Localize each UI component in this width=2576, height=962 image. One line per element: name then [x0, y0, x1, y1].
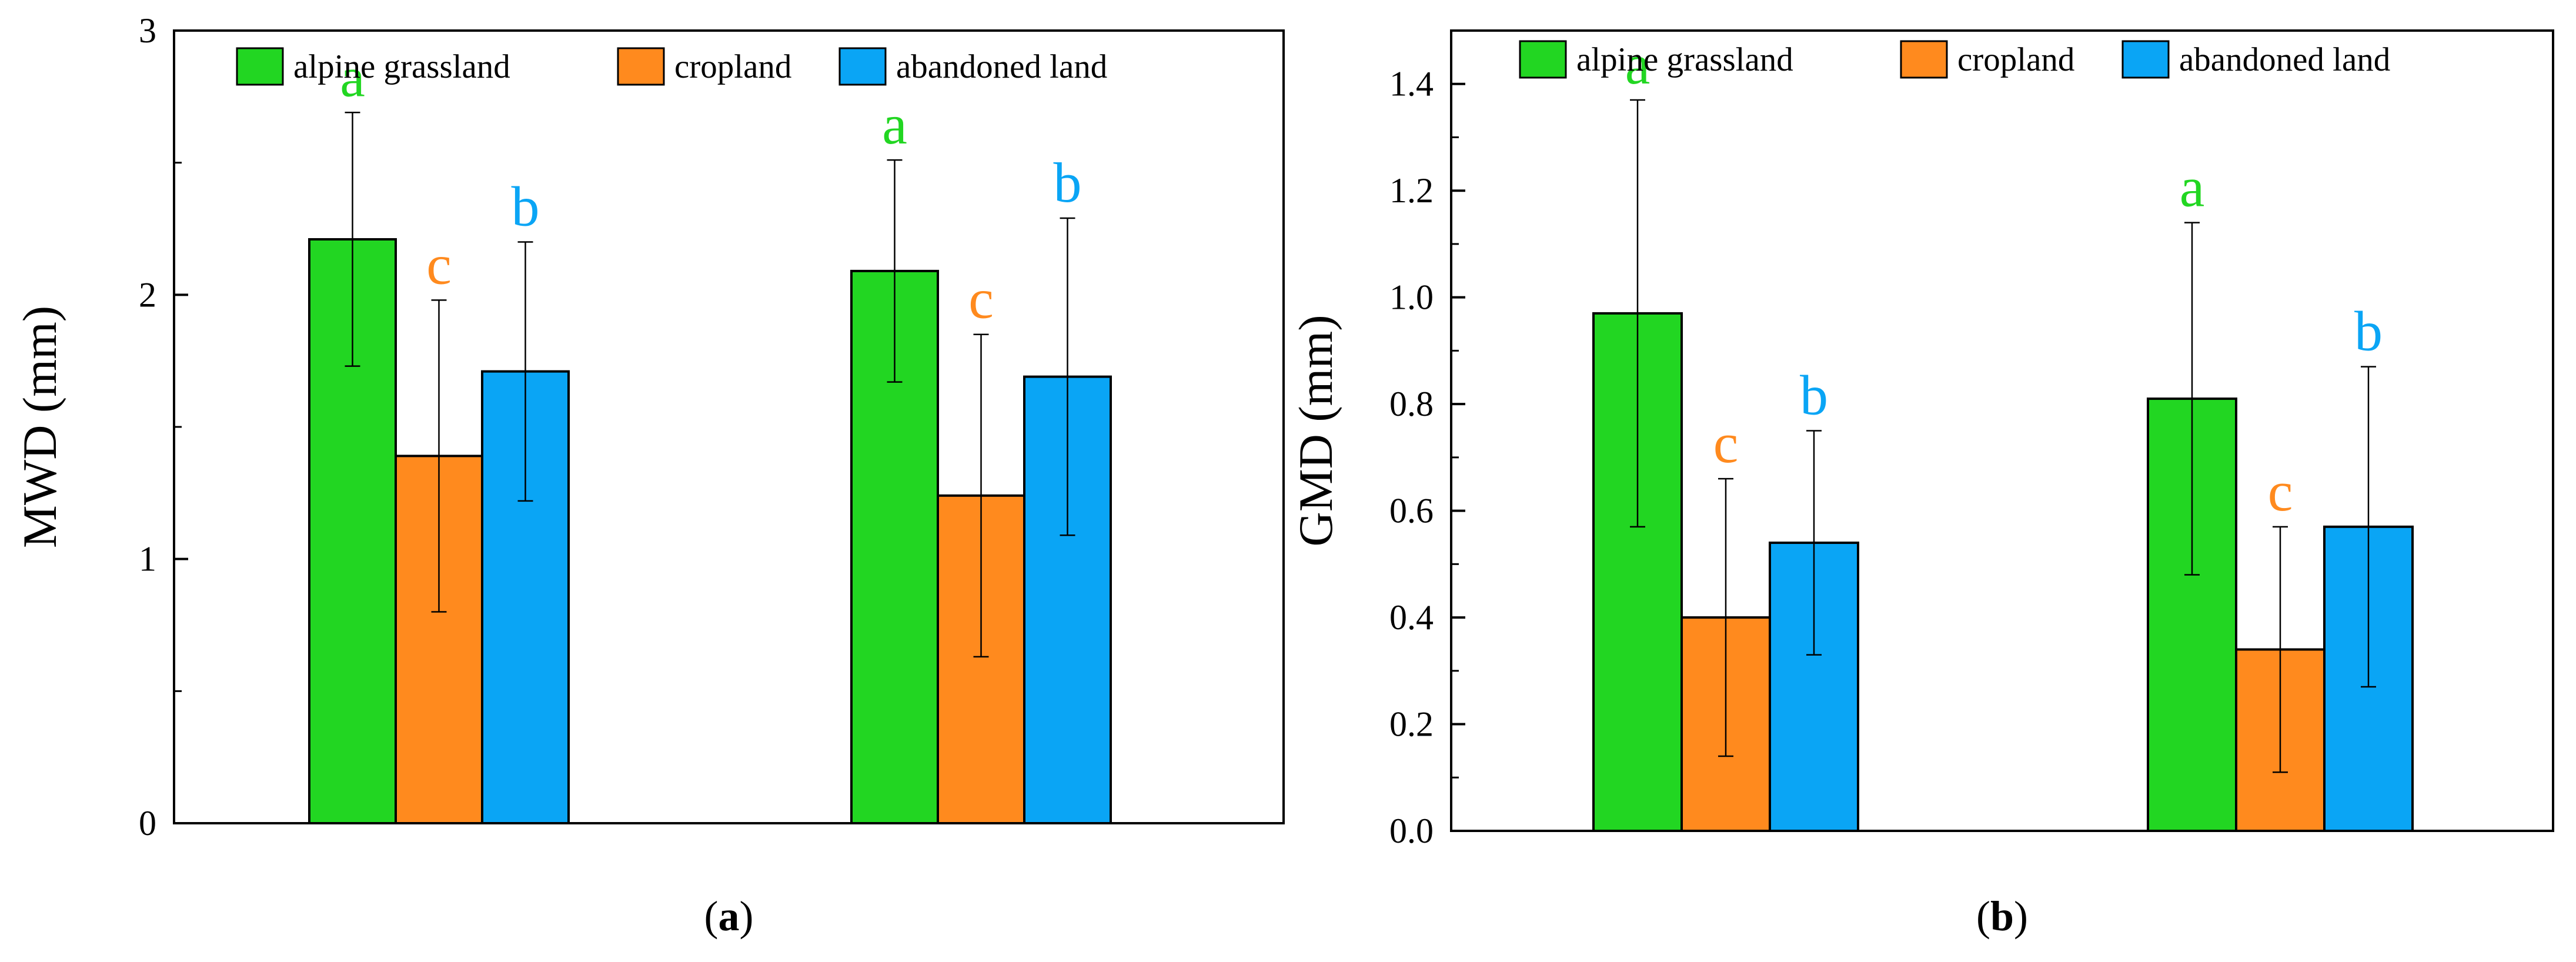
- panel-b-significance-letter-2-2: c: [2268, 460, 2293, 523]
- panel-a-legend-label-2: cropland: [674, 48, 791, 85]
- panel-b-legend-label-2: cropland: [1957, 41, 2074, 78]
- panel-b-caption: (b): [1976, 893, 2028, 940]
- panel-a-y-tick-label-4: 3: [139, 11, 156, 50]
- panel-b-significance-letter-1-2: a: [2180, 156, 2205, 219]
- panel-a-significance-letter-3-1: b: [512, 175, 540, 238]
- panel-b-plot-frame: [1450, 29, 2554, 832]
- panel-a-legend-swatch-1: [236, 47, 284, 86]
- panel-b-significance-letter-3-2: b: [2354, 300, 2383, 363]
- panel-a-y-axis-title: MWD (mm): [13, 306, 66, 548]
- panel-a-significance-letter-3-2: b: [1054, 151, 1082, 214]
- panel-b-caption-close-paren: ): [2014, 893, 2028, 940]
- panel-a-caption: (a): [704, 893, 754, 940]
- panel-b-y-tick-label-7: 1.2: [1389, 171, 1434, 210]
- panel-a-caption-letter: a: [719, 893, 740, 940]
- panel-b-caption-open-paren: (: [1976, 893, 1990, 940]
- panel-b-legend-swatch-3: [2121, 40, 2170, 79]
- panel-a-significance-letter-2-2: c: [968, 268, 994, 330]
- panel-b-significance-letter-3-1: b: [1800, 364, 1828, 427]
- panel-a-significance-letter-2-1: c: [426, 233, 452, 296]
- panel-a-y-tick-label-1: 0: [139, 804, 156, 843]
- panel-b-y-tick-label-5: 0.8: [1389, 385, 1434, 423]
- panel-a-y-tick-label-3: 2: [139, 275, 156, 314]
- panel-b-y-tick-label-8: 1.4: [1389, 65, 1434, 103]
- panel-b-y-tick-label-1: 0.0: [1389, 811, 1434, 850]
- panel-a-legend-label-3: abandoned land: [896, 48, 1107, 85]
- panel-b-significance-letter-1-1: a: [1625, 33, 1650, 96]
- panel-a-caption-close-paren: ): [740, 893, 754, 940]
- panel-b-legend-swatch-1: [1519, 40, 1567, 79]
- panel-b-caption-letter: b: [1990, 893, 2014, 940]
- panel-a-caption-open-paren: (: [704, 893, 719, 940]
- panel-a-legend-swatch-2: [617, 47, 665, 86]
- panel-a-significance-letter-1-2: a: [882, 93, 907, 156]
- panel-b-y-tick-label-4: 0.6: [1389, 492, 1434, 530]
- panel-b-y-tick-label-2: 0.2: [1389, 705, 1434, 744]
- panel-b-y-axis-title: GMD (mm): [1289, 315, 1342, 546]
- panel-b-legend-label-1: alpine grassland: [1576, 41, 1793, 78]
- panel-a-legend-label-1: alpine grassland: [293, 48, 510, 85]
- panel-b-significance-letter-2-1: c: [1713, 412, 1739, 475]
- panel-b-legend-swatch-2: [1900, 40, 1948, 79]
- panel-b-y-tick-label-3: 0.4: [1389, 598, 1434, 637]
- panel-b-y-tick-label-6: 1.0: [1389, 278, 1434, 317]
- panel-a-legend-swatch-3: [838, 47, 887, 86]
- panel-a-y-tick-label-2: 1: [139, 540, 156, 579]
- panel-b-legend-label-3: abandoned land: [2179, 41, 2390, 78]
- panel-a-significance-letter-1-1: a: [340, 45, 365, 108]
